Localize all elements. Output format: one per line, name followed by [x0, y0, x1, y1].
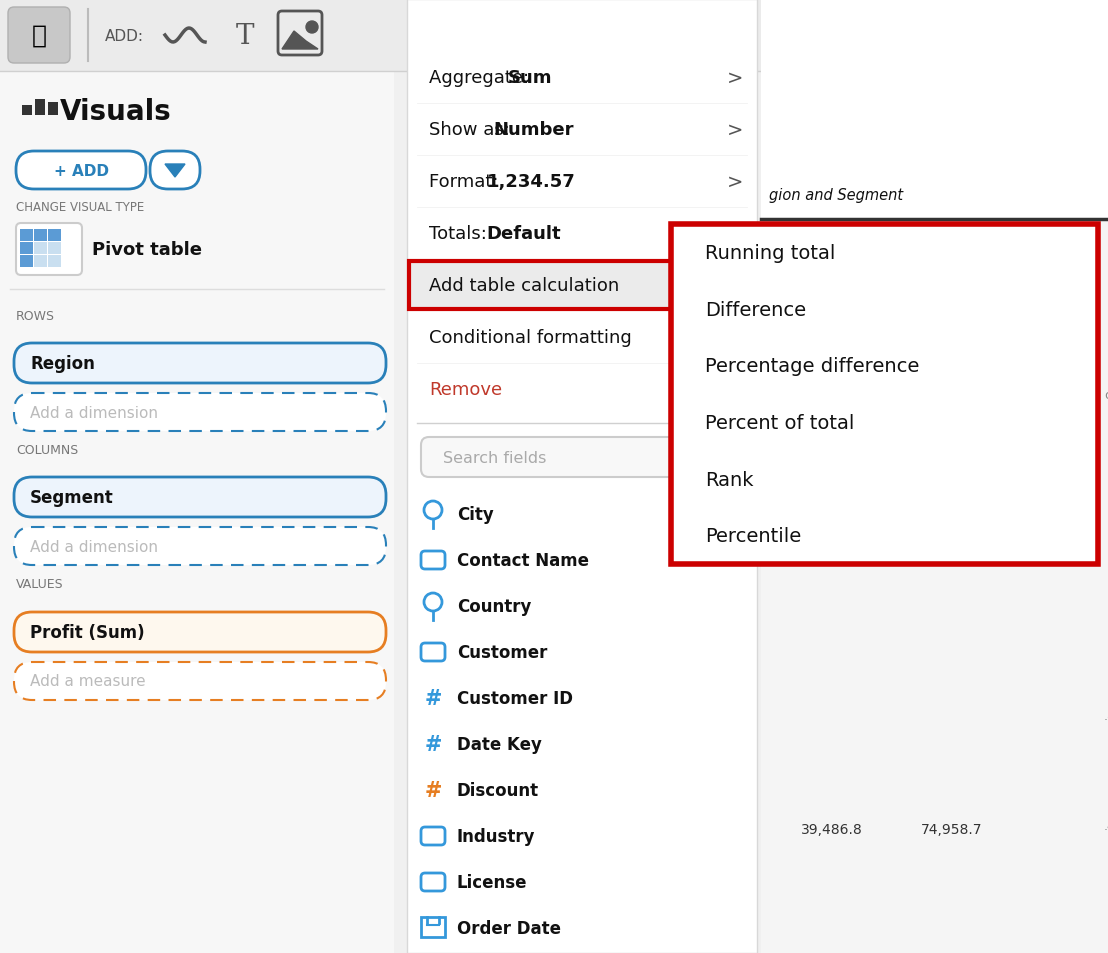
- FancyBboxPatch shape: [16, 152, 146, 190]
- Text: .4: .4: [1104, 820, 1108, 833]
- Text: City: City: [456, 505, 494, 523]
- FancyBboxPatch shape: [14, 394, 386, 432]
- Text: License: License: [456, 873, 527, 891]
- Text: COLUMNS: COLUMNS: [16, 443, 79, 456]
- Text: Percentile: Percentile: [705, 527, 801, 546]
- Bar: [407, 260, 757, 312]
- FancyBboxPatch shape: [14, 344, 386, 384]
- Polygon shape: [283, 32, 318, 50]
- Bar: [407, 0, 757, 953]
- Text: ADD:: ADD:: [105, 29, 144, 44]
- Text: Show as:: Show as:: [429, 121, 515, 139]
- Text: 📊: 📊: [31, 24, 47, 48]
- Text: Totals:: Totals:: [429, 225, 493, 243]
- Bar: [20, 243, 33, 254]
- Text: 39,486.8: 39,486.8: [801, 822, 863, 836]
- FancyBboxPatch shape: [150, 152, 201, 190]
- Bar: [34, 243, 47, 254]
- Text: Sum: Sum: [509, 69, 553, 87]
- Text: Add table calculation: Add table calculation: [429, 276, 619, 294]
- Text: Add a dimension: Add a dimension: [30, 539, 158, 554]
- Text: Pivot table: Pivot table: [92, 241, 202, 258]
- Text: Profit (Sum): Profit (Sum): [30, 623, 145, 641]
- Text: Country: Country: [456, 598, 532, 616]
- Text: gion and Segment: gion and Segment: [769, 188, 903, 202]
- Text: Format:: Format:: [429, 172, 504, 191]
- Text: ROWS: ROWS: [16, 309, 55, 322]
- Text: Aggregate:: Aggregate:: [429, 69, 535, 87]
- Bar: [0, 0, 1108, 71]
- Text: + ADD: + ADD: [53, 163, 109, 178]
- Bar: [671, 225, 1098, 564]
- Text: CHANGE VISUAL TYPE: CHANGE VISUAL TYPE: [16, 200, 144, 213]
- Text: Rank: Rank: [705, 470, 753, 489]
- Text: T: T: [236, 23, 254, 50]
- FancyBboxPatch shape: [14, 613, 386, 652]
- Text: Conditional formatting: Conditional formatting: [429, 329, 632, 347]
- Text: >: >: [727, 224, 743, 243]
- Text: Add a measure: Add a measure: [30, 674, 145, 689]
- Text: Visuals: Visuals: [60, 98, 172, 126]
- Text: >: >: [727, 276, 743, 295]
- Text: #: #: [424, 688, 442, 708]
- Text: ⌕: ⌕: [720, 448, 733, 468]
- Circle shape: [306, 22, 318, 34]
- Bar: [22, 106, 32, 116]
- Bar: [48, 255, 61, 268]
- Text: Discount: Discount: [456, 781, 540, 800]
- FancyBboxPatch shape: [16, 224, 82, 275]
- Text: Add a dimension: Add a dimension: [30, 405, 158, 420]
- Text: 1,234.57: 1,234.57: [486, 172, 575, 191]
- Text: Industry: Industry: [456, 827, 535, 845]
- Text: Running total: Running total: [705, 244, 835, 263]
- Text: Percent of total: Percent of total: [705, 414, 854, 433]
- Text: Customer: Customer: [456, 643, 547, 661]
- Bar: [48, 103, 58, 116]
- Text: Remove: Remove: [429, 380, 502, 398]
- FancyBboxPatch shape: [14, 527, 386, 565]
- Bar: [48, 230, 61, 242]
- FancyBboxPatch shape: [14, 662, 386, 700]
- Bar: [761, 0, 1108, 220]
- Text: #: #: [424, 781, 442, 801]
- Text: Percentage difference: Percentage difference: [705, 356, 920, 375]
- Polygon shape: [165, 165, 185, 178]
- Text: >: >: [727, 120, 743, 139]
- Bar: [761, 0, 1108, 953]
- Text: Search fields: Search fields: [443, 450, 546, 465]
- Bar: [421, 917, 445, 937]
- Bar: [34, 230, 47, 242]
- Text: >: >: [727, 172, 743, 192]
- Bar: [20, 255, 33, 268]
- FancyBboxPatch shape: [14, 477, 386, 517]
- Text: #: #: [424, 734, 442, 754]
- Bar: [20, 230, 33, 242]
- Bar: [48, 243, 61, 254]
- Text: ot: ot: [1104, 388, 1108, 401]
- Text: Customer ID: Customer ID: [456, 689, 573, 707]
- Bar: [409, 262, 755, 310]
- Text: Order Date: Order Date: [456, 919, 561, 937]
- Bar: [34, 255, 47, 268]
- Text: Segment: Segment: [30, 489, 114, 506]
- FancyBboxPatch shape: [421, 437, 743, 477]
- Text: Date Key: Date Key: [456, 735, 542, 753]
- Text: Default: Default: [486, 225, 562, 243]
- Text: Contact Name: Contact Name: [456, 552, 589, 569]
- Text: >: >: [727, 69, 743, 88]
- Text: .8: .8: [1104, 710, 1108, 722]
- FancyBboxPatch shape: [8, 8, 70, 64]
- Text: 74,958.7: 74,958.7: [921, 822, 983, 836]
- Text: Number: Number: [494, 121, 574, 139]
- Bar: [35, 100, 45, 116]
- Text: VALUES: VALUES: [16, 578, 63, 591]
- Text: Difference: Difference: [705, 300, 807, 319]
- Bar: [671, 225, 1098, 564]
- Text: Region: Region: [30, 355, 95, 373]
- Bar: [0, 71, 394, 953]
